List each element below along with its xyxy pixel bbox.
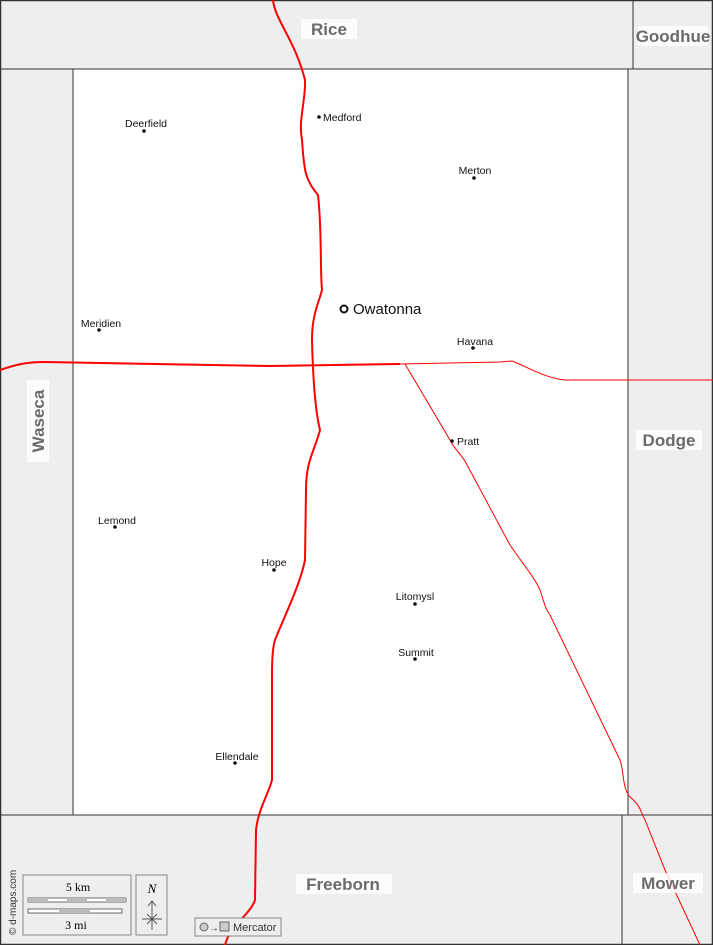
north-arrow: N xyxy=(135,874,168,936)
town-summit: Summit xyxy=(398,647,434,659)
scale-km-label: 5 km xyxy=(66,880,91,894)
county-seat-marker xyxy=(339,304,349,314)
town-havana: Havana xyxy=(457,336,493,348)
svg-text:→: → xyxy=(209,923,219,934)
steele-county xyxy=(72,68,629,816)
town-pratt: Pratt xyxy=(457,436,479,448)
label-waseca: Waseca xyxy=(29,389,48,452)
label-mower: Mower xyxy=(641,874,695,893)
credit: © d-maps.com xyxy=(8,870,19,935)
scale-mi-label: 3 mi xyxy=(65,918,87,932)
north-label: N xyxy=(147,881,158,896)
scale-bar: 5 km 3 mi xyxy=(22,874,132,936)
town-meridien: Meridien xyxy=(81,318,121,330)
label-dodge: Dodge xyxy=(643,431,696,450)
label-rice: Rice xyxy=(311,20,347,39)
town-lemond: Lemond xyxy=(98,515,136,527)
county-seat-owatonna: Owatonna xyxy=(339,301,422,318)
label-goodhue: Goodhue xyxy=(636,27,711,46)
town-merton: Merton xyxy=(459,165,492,177)
label-owatonna: Owatonna xyxy=(353,301,422,318)
highway-east-west xyxy=(0,360,401,371)
projection-box: → Mercator xyxy=(194,917,282,937)
town-ellendale: Ellendale xyxy=(215,751,258,763)
highway-north-south xyxy=(224,0,324,945)
label-freeborn: Freeborn xyxy=(306,875,380,894)
town-litomysl: Litomysl xyxy=(396,591,435,603)
highway-east xyxy=(399,360,713,381)
county-labels: Rice Goodhue Dodge Freeborn Mower Waseca xyxy=(27,19,710,894)
town-hope: Hope xyxy=(261,557,286,569)
town-medford: Medford xyxy=(323,112,362,124)
projection-label: Mercator xyxy=(233,922,277,934)
towns: Deerfield Medford Merton Meridien Havana… xyxy=(81,112,493,765)
highway-diagonal xyxy=(404,363,701,945)
town-deerfield: Deerfield xyxy=(125,118,167,130)
